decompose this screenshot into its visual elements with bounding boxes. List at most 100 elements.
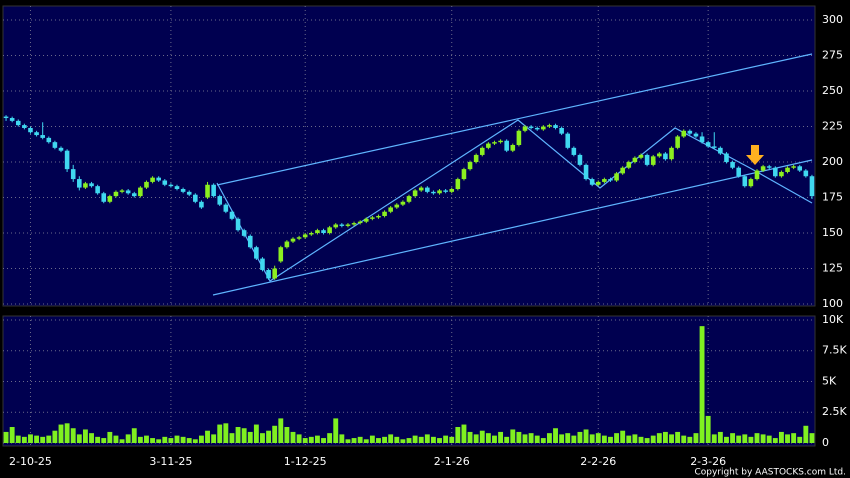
candle-body [309,233,314,235]
candle-body [95,186,100,194]
volume-bar [180,436,186,443]
x-tick-label: 2-3-26 [690,455,726,468]
candle-body [577,154,583,165]
candle-body [290,238,296,242]
candle-body [595,181,601,185]
volume-bar [321,438,326,443]
candle-body [742,176,748,187]
volume-bar [58,424,64,443]
volume-bar [785,434,790,443]
candle-body [296,237,302,239]
volume-bar [382,436,388,443]
volume-bar [101,438,107,443]
y-tick-label: 250 [822,84,843,97]
volume-bar [82,429,88,443]
volume-bar [339,434,345,443]
volume-bar [95,436,101,443]
volume-bar [638,436,644,443]
candle-body [64,150,70,170]
candle-body [199,201,204,208]
candle-body [284,241,290,248]
volume-bar [150,438,156,443]
candle-body [657,153,662,157]
candle-body [247,235,253,248]
candle-body [376,215,381,218]
candle-body [388,207,393,212]
volume-bar [687,436,693,443]
volume-bar [437,438,442,443]
candle-body [718,147,723,154]
candle-body [125,190,131,194]
volume-bar [772,438,778,443]
candle-body [705,142,711,147]
candle-body [681,130,687,137]
candle-body [156,177,161,181]
volume-bar [388,434,394,443]
y-tick-label: 200 [822,155,843,168]
volume-bar [540,438,546,443]
candle-body [528,126,534,128]
volume-bar [107,431,113,443]
volume-bar [46,435,52,443]
volume-bar [754,433,760,443]
y-tick-label: 225 [822,120,843,133]
candle-body [449,189,455,192]
candle-body [553,125,558,128]
candle-body [443,190,448,192]
volume-bar [205,430,210,443]
volume-tick-label: 5K [822,374,837,387]
volume-bar [620,430,626,443]
candle-body [327,227,332,234]
volume-bar [608,436,613,443]
y-tick-label: 150 [822,226,843,239]
candle-body [315,230,320,234]
volume-bar [809,433,815,443]
volume-bar [449,436,455,443]
volume-bar [614,433,620,443]
candle-body [644,154,650,165]
candle-body [28,127,33,133]
volume-bar [699,326,705,443]
volume-bar [363,439,369,443]
volume-bar [28,434,33,443]
candle-body [779,171,784,177]
candle-body [736,167,741,177]
candle-body [370,217,375,219]
volume-bar [546,433,552,443]
volume-tick-label: 10K [822,313,844,326]
candle-body [748,179,754,187]
volume-bar [156,439,162,443]
volume-bar [424,434,430,443]
candle-body [186,191,192,195]
volume-bar [400,439,406,443]
candle-body [608,179,613,181]
x-tick-label: 2-10-25 [9,455,52,468]
candle-body [541,126,546,130]
candle-body [602,179,607,182]
volume-bar [693,433,699,443]
candle-body [486,143,491,148]
volume-bar [522,434,528,443]
volume-bar [241,428,247,443]
candle-body [107,196,113,202]
trendlines [212,53,813,296]
candle-body [321,230,326,234]
volume-bar [559,434,565,443]
volume-bar [266,430,272,443]
candle-body [473,154,479,163]
volume-bar [70,428,76,443]
volume-bar [565,433,571,443]
grid [3,6,815,446]
candle-body [333,224,339,228]
channel-lower [212,159,813,296]
candle-body [620,167,625,174]
volume-bar [461,424,467,443]
volume-bar [113,435,119,443]
candle-body [797,166,803,171]
candle-body [809,176,815,197]
volume-bar [229,433,235,443]
candle-body [351,223,357,225]
candle-body [40,135,45,138]
volume-bar [3,431,9,443]
candle-body [357,221,363,224]
